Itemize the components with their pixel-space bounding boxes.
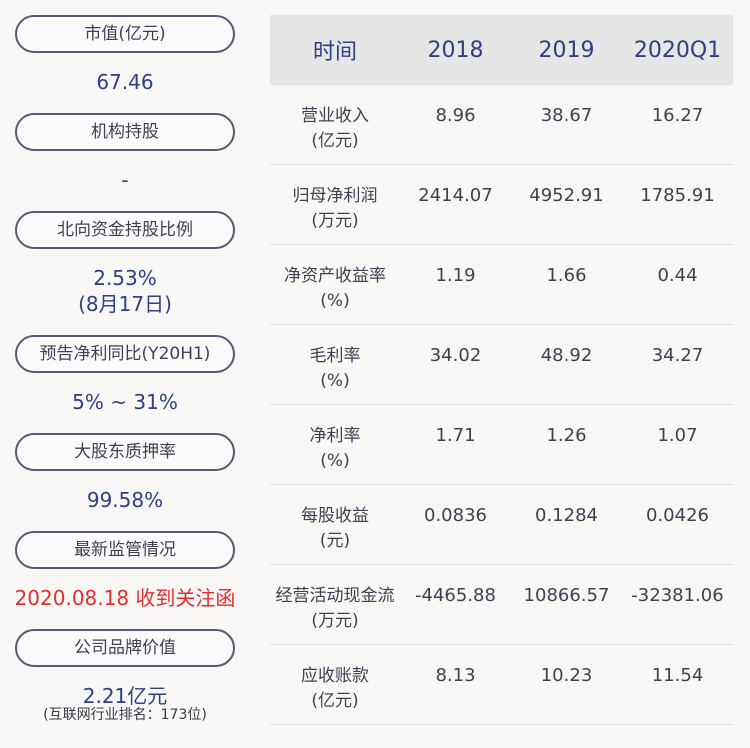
row-label-name: 净资产收益率 xyxy=(284,266,386,286)
row-label-unit: (%) xyxy=(320,451,350,471)
table-cell: 4952.91 xyxy=(529,185,604,206)
financial-table: 时间 2018 2019 2020Q1 营业收入 (亿元) 8.96 38.67 16.… xyxy=(270,15,733,725)
table-cell: 8.13 xyxy=(435,665,476,686)
row-label: 经营活动现金流 (万元) xyxy=(270,565,400,644)
row-label: 应收账款 (亿元) xyxy=(270,645,400,724)
metric-label-profit-forecast: 预告净利同比(Y20H1) xyxy=(15,335,235,373)
table-cell: 34.27 xyxy=(651,345,704,366)
table-row: 净资产收益率 (%) 1.19 1.66 0.44 xyxy=(270,245,733,325)
header-2019: 2019 xyxy=(538,37,595,63)
table-cell: 0.0426 xyxy=(646,505,709,526)
metric-value-regulatory-status: 2020.08.18 收到关注函 xyxy=(14,586,236,610)
table-cell: 1785.91 xyxy=(640,185,715,206)
table-row: 每股收益 (元) 0.0836 0.1284 0.0426 xyxy=(270,485,733,565)
table-cell: -32381.06 xyxy=(631,585,724,606)
table-cell: 1.19 xyxy=(435,265,476,286)
metric-value-market-cap: 67.46 xyxy=(96,70,154,94)
table-row: 毛利率 (%) 34.02 48.92 34.27 xyxy=(270,325,733,405)
metric-label-pledge-ratio: 大股东质押率 xyxy=(15,433,235,471)
row-label-unit: (元) xyxy=(319,531,351,551)
row-label-name: 毛利率 xyxy=(309,346,361,366)
row-label-unit: (%) xyxy=(320,371,350,391)
row-label: 营业收入 (亿元) xyxy=(270,85,400,164)
row-label: 毛利率 (%) xyxy=(270,325,400,404)
table-cell: 2414.07 xyxy=(418,185,493,206)
table-cell: 1.07 xyxy=(657,425,698,446)
table-row: 营业收入 (亿元) 8.96 38.67 16.27 xyxy=(270,85,733,165)
row-label-unit: (亿元) xyxy=(311,691,359,711)
table-cell: 38.67 xyxy=(540,105,593,126)
metric-value-pledge-ratio: 99.58% xyxy=(86,488,164,512)
metric-label-market-cap: 市值(亿元) xyxy=(15,15,235,53)
metrics-panel: 市值(亿元) 67.46 机构持股 - 北向资金持股比例 2.53% (8月17… xyxy=(0,0,252,748)
metric-value-northbound-date: (8月17日) xyxy=(78,292,172,316)
header-2018: 2018 xyxy=(427,37,484,63)
table-cell: 0.44 xyxy=(657,265,698,286)
row-label-name: 营业收入 xyxy=(301,106,369,126)
row-label: 净利率 (%) xyxy=(270,405,400,484)
table-header: 时间 2018 2019 2020Q1 xyxy=(270,15,733,85)
table-cell: 48.92 xyxy=(540,345,593,366)
metric-value-brand-value: 2.21亿元 xyxy=(82,684,168,708)
table-cell: 16.27 xyxy=(651,105,704,126)
row-label: 净资产收益率 (%) xyxy=(270,245,400,324)
header-2020q1: 2020Q1 xyxy=(633,37,722,63)
table-row: 净利率 (%) 1.71 1.26 1.07 xyxy=(270,405,733,485)
table-cell: 11.54 xyxy=(651,665,704,686)
row-label-unit: (万元) xyxy=(311,611,359,631)
table-cell: 10866.57 xyxy=(523,585,610,606)
table-cell: -4465.88 xyxy=(415,585,496,606)
row-label-name: 每股收益 xyxy=(301,506,369,526)
table-row: 经营活动现金流 (万元) -4465.88 10866.57 -32381.06 xyxy=(270,565,733,645)
row-label-unit: (万元) xyxy=(311,211,359,231)
table-row: 归母净利润 (万元) 2414.07 4952.91 1785.91 xyxy=(270,165,733,245)
table-cell: 8.96 xyxy=(435,105,476,126)
row-label-name: 经营活动现金流 xyxy=(275,586,395,606)
metric-value-brand-rank: (互联网行业排名：173位) xyxy=(43,707,207,723)
row-label: 归母净利润 (万元) xyxy=(270,165,400,244)
table-row: 应收账款 (亿元) 8.13 10.23 11.54 xyxy=(270,645,733,725)
metric-value-institutional-holding: - xyxy=(121,168,129,192)
metric-value-northbound-ratio: 2.53% xyxy=(93,266,157,290)
metric-label-brand-value: 公司品牌价值 xyxy=(15,629,235,667)
row-label-name: 应收账款 xyxy=(301,666,369,686)
header-time: 时间 xyxy=(312,40,357,65)
row-label-name: 归母净利润 xyxy=(292,186,378,206)
metric-label-northbound-ratio: 北向资金持股比例 xyxy=(15,211,235,249)
table-cell: 1.71 xyxy=(435,425,476,446)
table-cell: 10.23 xyxy=(540,665,593,686)
table-cell: 1.66 xyxy=(546,265,587,286)
table-cell: 1.26 xyxy=(546,425,587,446)
table-cell: 0.1284 xyxy=(535,505,598,526)
metric-label-regulatory-status: 最新监管情况 xyxy=(15,531,235,569)
metric-label-institutional-holding: 机构持股 xyxy=(15,113,235,151)
row-label-unit: (%) xyxy=(320,291,350,311)
table-cell: 0.0836 xyxy=(424,505,487,526)
metric-value-profit-forecast: 5% ~ 31% xyxy=(72,390,178,414)
row-label-name: 净利率 xyxy=(309,426,361,446)
row-label-unit: (亿元) xyxy=(311,131,359,151)
row-label: 每股收益 (元) xyxy=(270,485,400,564)
table-cell: 34.02 xyxy=(429,345,482,366)
